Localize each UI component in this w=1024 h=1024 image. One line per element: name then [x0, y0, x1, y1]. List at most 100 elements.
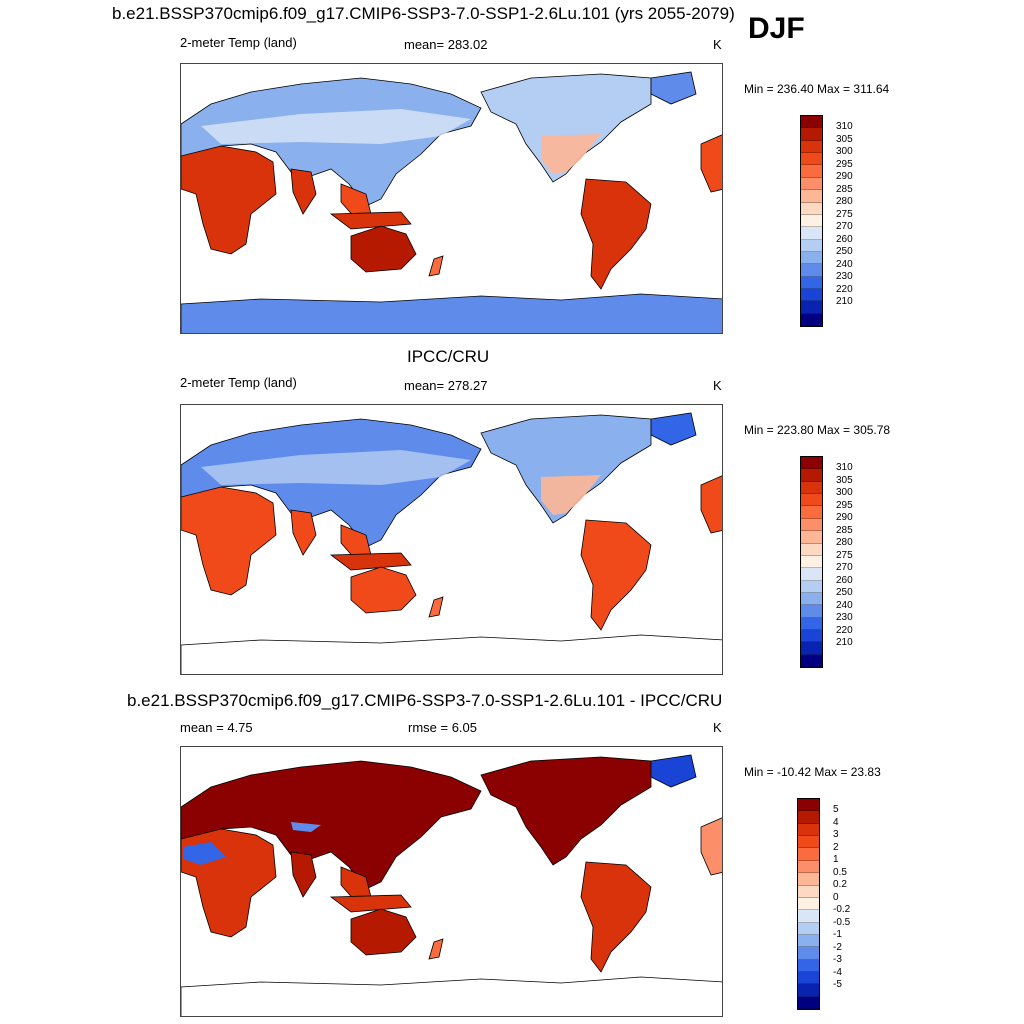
colorbar-swatch [801, 457, 822, 470]
colorbar-label: 250 [836, 587, 853, 599]
season-label: DJF [748, 12, 805, 45]
colorbar-swatch [798, 811, 819, 824]
colorbar-label: 275 [836, 208, 853, 220]
landmass-detail [201, 109, 471, 144]
colorbar-swatch [801, 555, 822, 569]
colorbar-swatch [801, 153, 822, 166]
panel-3-mean: mean = 4.75 [180, 720, 253, 735]
colorbar-label: 285 [836, 183, 853, 195]
colorbar-label: 1 [833, 854, 839, 866]
colorbar-swatch [801, 605, 822, 618]
panel-2-minmax: Min = 223.80 Max = 305.78 [744, 423, 891, 437]
colorbar-label: -2 [833, 941, 842, 953]
colorbar-label: 2 [833, 841, 839, 853]
colorbar-box [800, 115, 823, 327]
colorbar-label: 270 [836, 562, 853, 574]
colorbar-swatch [798, 934, 819, 948]
colorbar-swatch [801, 543, 822, 556]
landmass-detail [291, 822, 321, 832]
panel-1-mean: mean= 283.02 [404, 37, 488, 52]
landmass-samerica [580, 178, 652, 290]
colorbar-label: -5 [833, 979, 842, 991]
landmass-westafrica [700, 475, 722, 534]
colorbar-swatch [801, 140, 822, 154]
colorbar-swatch [798, 799, 819, 812]
colorbar-swatch [798, 836, 819, 849]
landmass-australia [350, 908, 417, 956]
panel-3-title: b.e21.BSSP370cmip6.f09_g17.CMIP6-SSP3-7.… [127, 691, 723, 710]
colorbar-swatch [801, 190, 822, 203]
colorbar-label: 305 [836, 474, 853, 486]
panel-1-title: b.e21.BSSP370cmip6.f09_g17.CMIP6-SSP3-7.… [112, 4, 735, 23]
colorbar-label: 295 [836, 499, 853, 511]
colorbar-label: 240 [836, 599, 853, 611]
landmass-greenland [650, 71, 697, 105]
landmass-nz [428, 255, 444, 277]
colorbar-label: 295 [836, 158, 853, 170]
colorbar-label: 275 [836, 549, 853, 561]
colorbar-label: -4 [833, 966, 842, 978]
landmass-westafrica [700, 817, 722, 876]
landmass-antarctica [181, 976, 722, 1016]
colorbar-label: 310 [836, 121, 853, 133]
colorbar-swatch [801, 568, 822, 581]
colorbar-swatch [801, 177, 822, 191]
landmass-samerica [580, 861, 652, 973]
landmass-greenland [650, 412, 697, 446]
colorbar-label: 0.2 [833, 879, 847, 891]
colorbar-swatch [801, 518, 822, 532]
colorbar-label: -1 [833, 929, 842, 941]
colorbar-label: -3 [833, 954, 842, 966]
landmass-detail [541, 134, 601, 174]
landmass-detail [201, 450, 471, 485]
map-svg [181, 71, 722, 333]
colorbar-swatch [798, 860, 819, 874]
panel-2-units: K [713, 378, 722, 393]
panel-3-rmse: rmse = 6.05 [408, 720, 478, 735]
colorbar-swatch [801, 214, 822, 228]
colorbar-swatch [801, 313, 822, 327]
colorbar-label: 300 [836, 146, 853, 158]
landmass-india [290, 168, 317, 215]
colorbar-swatch [798, 996, 819, 1010]
colorbar-label: 250 [836, 246, 853, 258]
colorbar-label: 310 [836, 462, 853, 474]
landmass-detail [541, 475, 601, 515]
colorbar-swatch [798, 922, 819, 935]
landmass-indonesia [329, 552, 412, 571]
landmass-indonesia [329, 894, 412, 913]
landmass-antarctica [181, 293, 722, 333]
colorbar-label: 280 [836, 196, 853, 208]
colorbar-swatch [801, 531, 822, 544]
colorbar-label: 0.5 [833, 866, 847, 878]
landmass-greenland [650, 754, 697, 788]
colorbar-swatch [801, 617, 822, 631]
colorbar-label: -0.2 [833, 904, 851, 916]
colorbar-label: 5 [833, 804, 839, 816]
landmass-westafrica [700, 134, 722, 193]
colorbar-swatch [801, 592, 822, 606]
colorbar-swatch [801, 506, 822, 519]
colorbar-swatch [798, 984, 819, 997]
landmass-nz [428, 938, 444, 960]
landmass-australia [350, 566, 417, 614]
colorbar-swatch [801, 264, 822, 277]
panel-3-minmax: Min = -10.42 Max = 23.83 [744, 765, 881, 779]
colorbar-label: 270 [836, 221, 853, 233]
panel-1-units: K [713, 37, 722, 52]
colorbar-swatch [798, 848, 819, 861]
colorbar-swatch [798, 959, 819, 973]
colorbar-swatch [801, 128, 822, 141]
panel-2-mean: mean= 278.27 [404, 378, 488, 393]
colorbar-label: 260 [836, 233, 853, 245]
colorbar-swatch [801, 654, 822, 668]
panel-3-map [180, 746, 723, 1017]
landmass-india [290, 851, 317, 898]
colorbar-label: 290 [836, 171, 853, 183]
landmass-africa [181, 145, 277, 255]
colorbar-swatch [801, 239, 822, 252]
panel-2-map [180, 404, 723, 675]
colorbar-label: 300 [836, 487, 853, 499]
landmass-nz [428, 596, 444, 618]
colorbar-swatch [801, 276, 822, 290]
